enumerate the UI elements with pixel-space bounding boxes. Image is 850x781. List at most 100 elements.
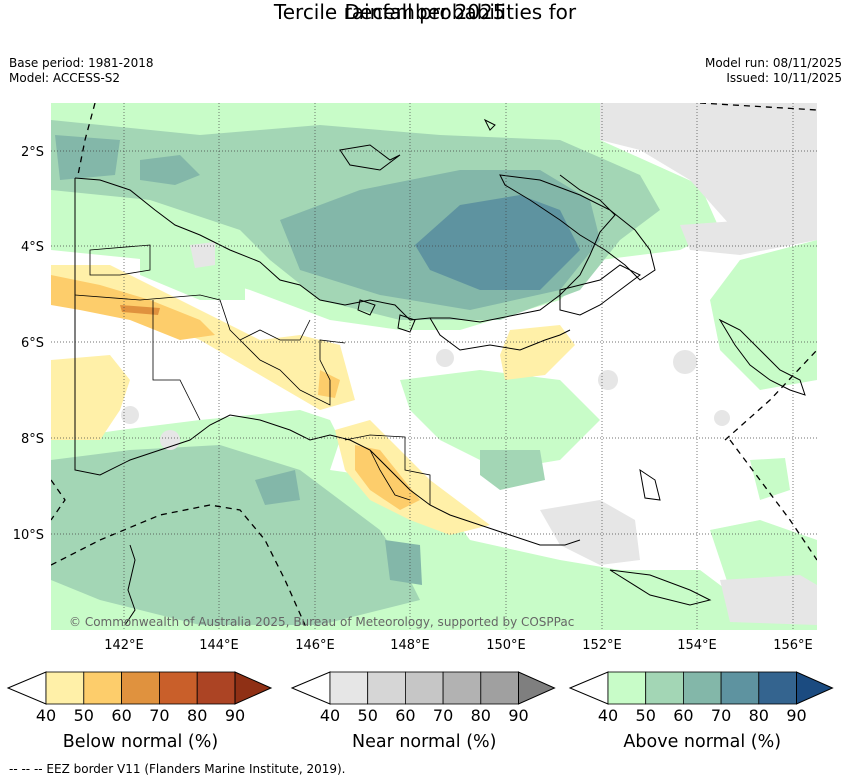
- lat-label: 4°S: [21, 240, 44, 255]
- province-border: [89, 244, 151, 276]
- above-normal-region: [255, 470, 300, 505]
- colorbar: 40 50 60 70 80 90 Below normal (%): [6, 671, 273, 752]
- colorbar-tick-label: 70: [433, 706, 453, 725]
- colorbar-tick-label: 90: [508, 706, 528, 725]
- above-normal-region: [55, 135, 120, 180]
- colorbar-segment: [480, 671, 519, 705]
- above-normal-region: [400, 370, 600, 470]
- bougainville: [718, 318, 806, 396]
- colorbar: 40 50 60 70 80 90 Above normal (%): [568, 671, 834, 752]
- province-border: [74, 294, 346, 406]
- copyright-note: © Commonwealth of Australia 2025, Bureau…: [69, 615, 574, 629]
- colorbar-segment: [329, 671, 369, 705]
- colorbar-segment: [442, 671, 482, 705]
- colorbar-segment: [683, 671, 722, 705]
- map-title-line2: December 2025: [344, 0, 506, 24]
- above-normal-region: [140, 240, 245, 300]
- colorbar-tick-label: 60: [395, 706, 415, 725]
- new-ireland: [499, 174, 656, 281]
- near-normal-region: [720, 575, 817, 625]
- below-normal-region: [500, 325, 575, 380]
- below-normal-core: [120, 305, 160, 315]
- colorbar-tick-label: 90: [225, 706, 245, 725]
- near-normal-region: [121, 406, 139, 424]
- below-normal-region: [318, 370, 340, 398]
- lon-label: 156°E: [773, 638, 813, 653]
- colorbar-low-extension: [6, 671, 47, 705]
- meta-left: Base period: 1981-2018 Model: ACCESS-S2: [9, 56, 154, 86]
- island: [357, 299, 376, 316]
- colorbar-tick-label: 70: [711, 706, 731, 725]
- colorbar-segment: [196, 671, 236, 705]
- lon-label: 152°E: [582, 638, 622, 653]
- gridlines: [51, 103, 817, 630]
- coastlines: [74, 118, 806, 626]
- colorbar-tick-label: 80: [187, 706, 207, 725]
- colorbar-segment: [758, 671, 797, 705]
- colorbar-tick-label: 40: [320, 706, 340, 725]
- colorbar-low-extension: [290, 671, 331, 705]
- above-normal-region: [750, 458, 790, 500]
- colorbar-title: Below normal (%): [63, 732, 218, 752]
- province-border: [152, 300, 201, 421]
- lon-label: 154°E: [677, 638, 717, 653]
- huon-coast: [429, 317, 571, 351]
- above-normal-region: [51, 445, 420, 625]
- near-normal-region: [190, 242, 215, 268]
- province-borders: [74, 244, 431, 505]
- near-normal-region: [540, 500, 640, 565]
- cape-york: [124, 544, 136, 626]
- longitude-labels: 142°E 144°E 146°E 148°E 150°E 152°E 154°E 156°E: [104, 638, 813, 653]
- colorbar-high-extension: [796, 671, 834, 705]
- colorbar-segment: [158, 671, 198, 705]
- colorbar-title: Near normal (%): [352, 732, 497, 752]
- colorbar-high-extension: [234, 671, 273, 705]
- colorbar-legends: 40 50 60 70 80 90 Below normal (%) 40 50 60 70 80 90…: [6, 671, 834, 752]
- colorbar-tick-label: 40: [36, 706, 56, 725]
- near-normal-region: [600, 103, 817, 225]
- island: [483, 118, 496, 131]
- colorbar-low-extension: [568, 671, 609, 705]
- colorbar-tick-label: 50: [636, 706, 656, 725]
- colorbar-segment: [83, 671, 123, 705]
- latitude-labels: 2°S 4°S 6°S 8°S 10°S: [13, 145, 44, 543]
- colorbar-high-extension: [518, 671, 556, 705]
- near-normal-region: [598, 370, 618, 390]
- province-border: [369, 449, 411, 501]
- eez-borders: [51, 103, 817, 626]
- above-normal-region: [140, 155, 200, 185]
- eez-border: [77, 103, 96, 176]
- near-normal-region: [680, 215, 817, 255]
- lat-label: 10°S: [13, 528, 44, 543]
- colorbar-segment: [607, 671, 647, 705]
- lat-label: 2°S: [21, 145, 44, 160]
- lat-label: 6°S: [21, 336, 44, 351]
- colorbar: 40 50 60 70 80 90 Near normal (%): [290, 671, 556, 752]
- eez-border: [51, 504, 306, 626]
- eez-border: [699, 103, 817, 111]
- above-normal-region: [480, 450, 545, 490]
- colorbar-title: Above normal (%): [623, 732, 781, 752]
- louisiade-islands: [609, 569, 712, 606]
- colorbar-tick-label: 80: [471, 706, 491, 725]
- colorbar-tick-label: 60: [673, 706, 693, 725]
- map-area: © Commonwealth of Australia 2025, Bureau…: [51, 103, 817, 630]
- colorbar-tick-label: 50: [358, 706, 378, 725]
- eez-border: [724, 349, 817, 441]
- eez-footnote: -- -- -- EEZ border V11 (Flanders Marine…: [9, 762, 346, 776]
- lat-label: 8°S: [21, 432, 44, 447]
- colorbar-segment: [121, 671, 160, 705]
- province-border: [239, 319, 311, 341]
- colorbar-segment: [645, 671, 684, 705]
- lon-label: 148°E: [390, 638, 430, 653]
- colorbar-segment: [45, 671, 85, 705]
- above-normal-region: [385, 540, 422, 585]
- colorbar-tick-label: 80: [749, 706, 769, 725]
- below-normal-region: [355, 445, 420, 510]
- colorbar-tick-label: 70: [149, 706, 169, 725]
- model-name: Model: ACCESS-S2: [9, 71, 121, 85]
- lon-label: 142°E: [104, 638, 144, 653]
- colorbar-tick-label: 60: [111, 706, 131, 725]
- island: [639, 468, 661, 501]
